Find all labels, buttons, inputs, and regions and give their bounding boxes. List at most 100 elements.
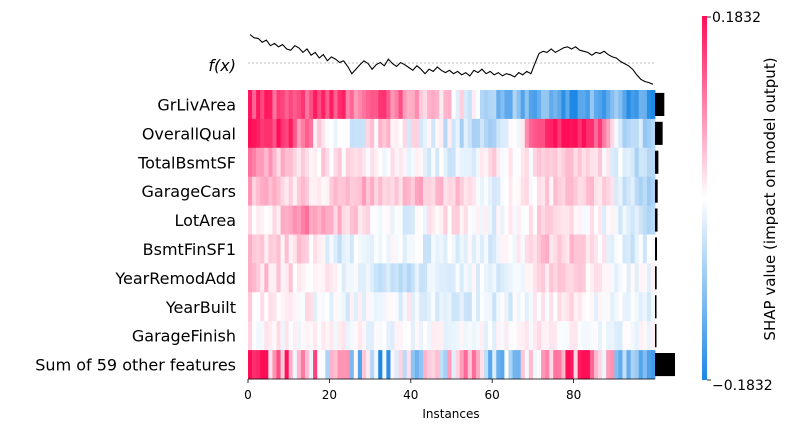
heatmap-cell: [341, 147, 347, 178]
heatmap-cell: [488, 176, 493, 206]
heatmap-cell: [626, 292, 631, 322]
heatmap-cell: [524, 234, 530, 264]
heatmap-cell: [288, 321, 294, 351]
heatmap-cell: [357, 176, 363, 206]
heatmap-cell: [569, 234, 574, 264]
heatmap-cell: [532, 234, 538, 264]
heatmap-cell: [565, 234, 570, 264]
heatmap-cell: [565, 205, 570, 235]
heatmap-cell: [382, 350, 387, 380]
heatmap-cell: [638, 321, 644, 351]
heatmap-cell: [618, 321, 623, 351]
heatmap-cell: [418, 176, 424, 206]
heatmap-cell: [618, 292, 623, 322]
heatmap-cell: [573, 321, 579, 351]
heatmap-cell: [602, 234, 607, 264]
heatmap-cell: [394, 176, 399, 206]
heatmap-cell: [541, 147, 546, 178]
heatmap-cell: [573, 176, 579, 206]
heatmap-cell: [361, 350, 367, 380]
heatmap-cell: [642, 205, 648, 235]
heatmap-cell: [423, 90, 428, 120]
heatmap-cell: [418, 147, 424, 178]
heatmap-cell: [252, 234, 257, 264]
heatmap-cell: [280, 205, 286, 235]
heatmap-cell: [496, 176, 501, 206]
heatmap-cell: [349, 176, 355, 206]
heatmap-cell: [524, 90, 530, 120]
heatmap-cell: [646, 205, 652, 235]
heatmap-cell: [317, 263, 322, 293]
heatmap-cell: [618, 350, 623, 380]
heatmap-cell: [427, 263, 432, 293]
heatmap-cell: [626, 90, 631, 120]
heatmap-cell: [467, 147, 473, 178]
heatmap-cell: [272, 147, 277, 178]
heatmap-cell: [272, 176, 277, 206]
heatmap-cell: [528, 321, 534, 351]
heatmap-cell: [602, 118, 607, 149]
heatmap-cell: [508, 90, 513, 120]
heatmap-cell: [508, 205, 513, 235]
heatmap-cell: [475, 147, 481, 178]
heatmap-cell: [488, 234, 493, 264]
heatmap-cell: [418, 205, 424, 235]
heatmap-cell: [479, 118, 485, 149]
heatmap-cell: [361, 147, 367, 178]
heatmap-cell: [606, 205, 611, 235]
heatmap-cell: [353, 205, 359, 235]
heatmap-cell: [642, 118, 648, 149]
heatmap-cell: [467, 176, 473, 206]
heatmap-cell: [439, 292, 444, 322]
heatmap-cell: [634, 90, 640, 120]
fx-label: f(x): [208, 56, 236, 75]
heatmap-cell: [248, 321, 253, 351]
heatmap-cell: [650, 234, 656, 264]
heatmap-cell: [606, 234, 611, 264]
heatmap-cell: [288, 90, 294, 120]
heatmap-cell: [634, 321, 640, 351]
heatmap-cell: [463, 147, 469, 178]
heatmap-cell: [382, 234, 387, 264]
heatmap-cell: [614, 321, 619, 351]
heatmap-cell: [524, 350, 530, 380]
heatmap-cell: [353, 147, 359, 178]
heatmap-cell: [431, 176, 436, 206]
heatmap-cell: [284, 234, 290, 264]
heatmap-cell: [317, 147, 322, 178]
heatmap-cell: [256, 321, 261, 351]
heatmap-cell: [349, 350, 355, 380]
heatmap-cell: [292, 263, 298, 293]
heatmap-cell: [598, 205, 603, 235]
heatmap-cell: [390, 263, 395, 293]
heatmap-cell: [585, 321, 591, 351]
heatmap-cell: [561, 90, 566, 120]
heatmap-cell: [443, 205, 448, 235]
heatmap-cell: [357, 321, 363, 351]
heatmap-cell: [248, 350, 253, 380]
heatmap-cell: [313, 292, 318, 322]
heatmap-cell: [349, 118, 355, 149]
heatmap-cell: [447, 234, 452, 264]
heatmap-cell: [463, 263, 469, 293]
heatmap-cell: [394, 263, 399, 293]
heatmap-cell: [390, 147, 395, 178]
heatmap-cell: [630, 90, 636, 120]
feature-label: TotalBsmtSF: [137, 153, 236, 172]
heatmap-cell: [268, 118, 273, 149]
heatmap-cell: [374, 234, 379, 264]
heatmap-cell: [622, 90, 627, 120]
heatmap-cell: [528, 234, 534, 264]
heatmap-cell: [602, 90, 607, 120]
heatmap-cell: [276, 321, 281, 351]
heatmap-cell: [309, 263, 314, 293]
heatmap-cell: [329, 292, 334, 322]
heatmap-cell: [496, 118, 501, 149]
heatmap-cell: [402, 90, 408, 120]
heatmap-cell: [598, 176, 603, 206]
heatmap-cell: [260, 350, 265, 380]
heatmap-cell: [549, 292, 554, 322]
heatmap-cell: [504, 118, 509, 149]
heatmap-cell: [431, 118, 436, 149]
heatmap-cell: [378, 263, 383, 293]
